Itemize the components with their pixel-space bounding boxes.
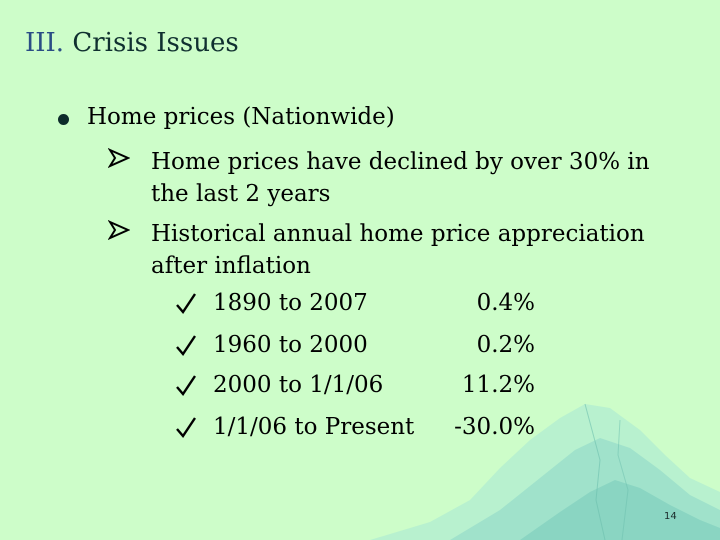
checkmark-icon bbox=[175, 372, 197, 404]
table-row: 1890 to 2007 0.4% bbox=[175, 290, 545, 322]
subpoint-appreciation-text: Historical annual home price appreciatio… bbox=[151, 218, 671, 282]
filled-circle-bullet-icon bbox=[58, 114, 69, 125]
subpoint-appreciation-line2: after inflation bbox=[151, 253, 311, 279]
arrow-bullet-icon bbox=[107, 146, 138, 179]
page-number: 14 bbox=[664, 511, 677, 522]
slide-title: III. Crisis Issues bbox=[25, 28, 239, 58]
title-text: Crisis Issues bbox=[72, 28, 239, 58]
table-row: 1960 to 2000 0.2% bbox=[175, 332, 545, 364]
table-row: 2000 to 1/1/06 11.2% bbox=[175, 372, 545, 404]
checkmark-icon bbox=[175, 332, 197, 364]
appreciation-value: 0.2% bbox=[476, 332, 535, 358]
arrow-bullet-icon bbox=[107, 218, 138, 251]
period-label: 1960 to 2000 bbox=[213, 332, 368, 358]
table-row: 1/1/06 to Present -30.0% bbox=[175, 414, 545, 446]
checkmark-icon bbox=[175, 290, 197, 322]
period-label: 1/1/06 to Present bbox=[213, 414, 415, 440]
appreciation-value: -30.0% bbox=[454, 414, 535, 440]
appreciation-value: 11.2% bbox=[461, 372, 535, 398]
subpoint-decline-line2: the last 2 years bbox=[151, 181, 331, 207]
subpoint-appreciation-line1: Historical annual home price appreciatio… bbox=[151, 221, 645, 247]
bullet-text: Home prices (Nationwide) bbox=[87, 104, 395, 130]
title-numeral: III. bbox=[25, 28, 65, 58]
subpoint-decline-text: Home prices have declined by over 30% in… bbox=[151, 146, 671, 210]
checkmark-icon bbox=[175, 414, 197, 446]
period-label: 1890 to 2007 bbox=[213, 290, 368, 316]
subpoint-decline-line1: Home prices have declined by over 30% in bbox=[151, 149, 650, 175]
period-label: 2000 to 1/1/06 bbox=[213, 372, 384, 398]
appreciation-value: 0.4% bbox=[476, 290, 535, 316]
